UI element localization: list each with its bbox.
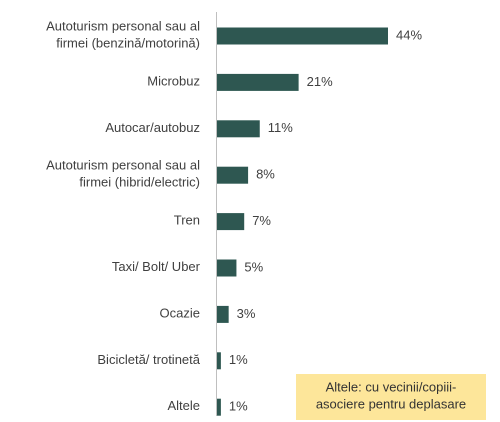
category-label: Tren <box>174 213 200 228</box>
category-label: Ocazie <box>160 306 200 321</box>
bar <box>217 73 299 91</box>
bar <box>217 120 260 138</box>
value-label: 5% <box>244 259 263 274</box>
category-label: Autoturism personal sau al firmei (benzin… <box>46 19 200 51</box>
value-label: 1% <box>229 399 248 414</box>
bar <box>217 259 237 277</box>
category-label: Autoturism personal sau al firmei (hibrid… <box>46 158 200 190</box>
category-label: Taxi/ Bolt/ Uber <box>112 259 201 274</box>
category-label: Altele <box>167 399 200 414</box>
value-label: 3% <box>237 306 256 321</box>
annotation-box <box>296 374 486 420</box>
value-label: 44% <box>396 27 422 42</box>
bar <box>217 398 221 416</box>
bar <box>217 305 229 323</box>
category-label: Microbuz <box>147 74 200 89</box>
bar <box>217 166 249 184</box>
bar <box>217 352 221 370</box>
value-label: 7% <box>252 213 271 228</box>
bar <box>217 213 245 231</box>
category-label: Bicicletă/ trotinetă <box>97 352 200 367</box>
value-label: 21% <box>307 74 333 89</box>
bar <box>217 27 388 45</box>
category-label: Autocar/autobuz <box>105 120 200 135</box>
annotation: Altele: cu vecinii/copiii-asociere pentr… <box>316 380 466 412</box>
value-label: 11% <box>268 120 293 135</box>
value-label: 1% <box>229 352 248 367</box>
value-label: 8% <box>256 167 275 182</box>
